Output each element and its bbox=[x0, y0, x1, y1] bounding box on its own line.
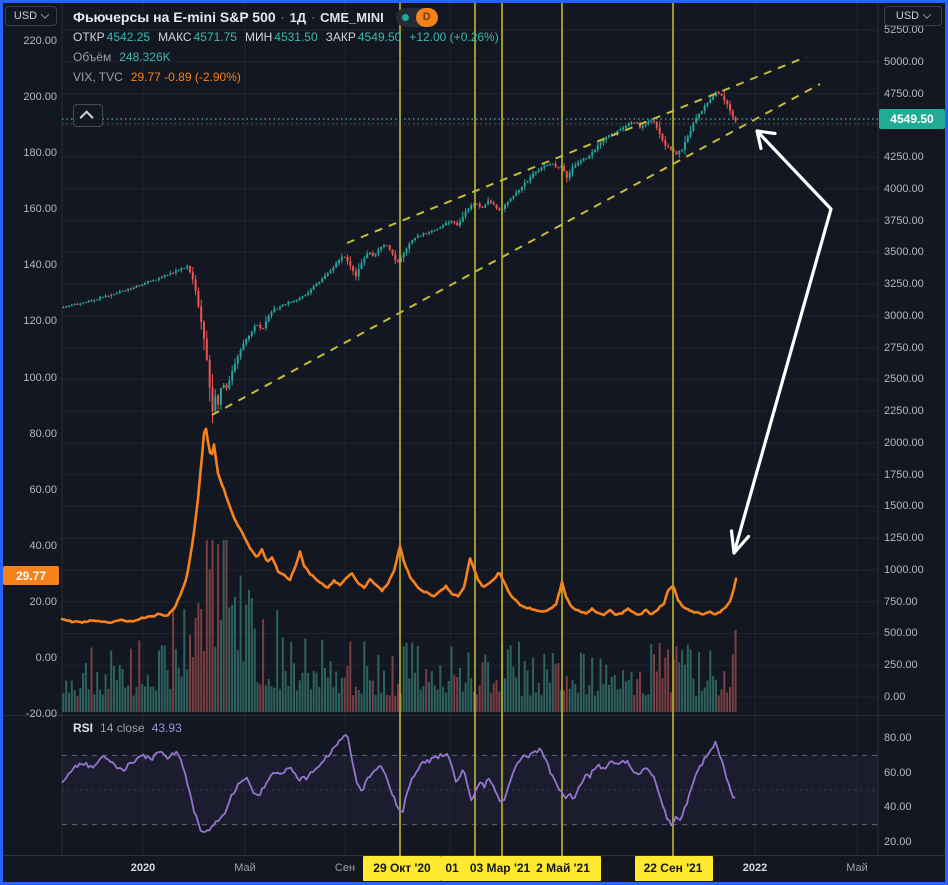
right-axis-tick: 0.00 bbox=[884, 691, 906, 703]
chevron-up-icon bbox=[79, 109, 94, 124]
time-axis-label: Сен bbox=[334, 862, 356, 874]
time-axis-label: Май bbox=[846, 862, 868, 874]
right-axis-tick: 3250.00 bbox=[884, 278, 924, 291]
low-value: 4531.50 bbox=[274, 30, 318, 44]
high-label: МАКС bbox=[158, 30, 192, 44]
status-dot-icon bbox=[396, 13, 416, 21]
separator: · bbox=[311, 10, 316, 24]
highlighted-date-range bbox=[363, 856, 441, 881]
left-axis-tick: 100.00 bbox=[23, 371, 57, 384]
collapse-pane-button[interactable] bbox=[73, 104, 103, 127]
right-axis-tick: 2250.00 bbox=[884, 405, 924, 418]
vix-value: 29.77 -0.89 (-2.90%) bbox=[130, 70, 241, 84]
ohlc-row[interactable]: ОТКР 4542.25 МАКС 4571.75 МИН 4531.50 ЗА… bbox=[73, 27, 507, 47]
rsi-axis-tick: 60.00 bbox=[884, 766, 912, 779]
right-axis-tick: 4000.00 bbox=[884, 182, 924, 195]
left-axis-tick: 60.00 bbox=[29, 483, 57, 496]
left-axis-tick: 160.00 bbox=[23, 203, 57, 216]
low-label: МИН bbox=[244, 30, 273, 44]
left-axis-tick: 120.00 bbox=[23, 315, 57, 328]
daily-interval-badge: D bbox=[415, 7, 438, 27]
symbol-row[interactable]: Фьючерсы на E-mini S&P 500 · 1Д · CME_MI… bbox=[73, 7, 507, 27]
volume-value: 248.326K bbox=[119, 50, 171, 64]
right-axis-tick: 4750.00 bbox=[884, 87, 924, 100]
close-value: 4549.50 bbox=[357, 30, 402, 44]
volume-label: Объём bbox=[73, 50, 112, 64]
change-value: +12.00 (+0.26%) bbox=[409, 30, 499, 44]
right-axis-tick: 1500.00 bbox=[884, 500, 924, 513]
left-axis-unit-label: USD bbox=[13, 10, 38, 22]
chart-legend: Фьючерсы на E-mini S&P 500 · 1Д · CME_MI… bbox=[73, 7, 507, 87]
right-axis-unit-label: USD bbox=[895, 10, 920, 22]
left-axis-tick: 20.00 bbox=[29, 595, 57, 608]
symbol-title: Фьючерсы на E-mini S&P 500 bbox=[73, 9, 276, 25]
time-axis-label: Май bbox=[234, 862, 256, 874]
vix-row[interactable]: VIX, TVC 29.77 -0.89 (-2.90%) bbox=[73, 67, 507, 87]
highlighted-date-label: 01 bbox=[445, 861, 459, 875]
right-axis-tick: 2500.00 bbox=[884, 373, 924, 386]
exchange-label: CME_MINI bbox=[320, 9, 384, 25]
left-axis-tick: 40.00 bbox=[29, 539, 57, 552]
highlighted-date-label: 2 Май '21 bbox=[536, 861, 590, 875]
right-axis-tick: 1750.00 bbox=[884, 468, 924, 481]
chevron-down-icon bbox=[40, 10, 50, 19]
left-axis-tick: -20.00 bbox=[25, 708, 57, 721]
right-axis-currency-dropdown[interactable]: USD bbox=[884, 6, 942, 26]
left-axis-tick: 180.00 bbox=[23, 147, 57, 160]
highlighted-date-label: 03 Мар '21 bbox=[469, 861, 531, 875]
rsi-axis-tick: 80.00 bbox=[884, 732, 912, 744]
left-axis-tick: 200.00 bbox=[23, 91, 57, 103]
right-axis-tick: 1250.00 bbox=[884, 532, 924, 545]
highlighted-date-range bbox=[441, 856, 601, 881]
highlighted-date-range bbox=[635, 856, 713, 881]
left-axis-tick: 220.00 bbox=[23, 34, 57, 47]
right-axis-tick: 500.00 bbox=[884, 627, 918, 640]
interval-label: 1Д bbox=[289, 9, 307, 25]
left-axis-tick: 0.00 bbox=[35, 652, 57, 664]
rsi-name: RSI bbox=[73, 721, 94, 735]
right-axis-tick: 250.00 bbox=[884, 659, 918, 672]
vix-symbol-label: VIX, TVC bbox=[73, 70, 123, 84]
right-axis-tick: 3000.00 bbox=[884, 309, 924, 322]
vix-price-tag: 29.77 bbox=[3, 566, 59, 585]
highlighted-date-label: 22 Сен '21 bbox=[643, 861, 703, 875]
right-axis-tick: 2000.00 bbox=[884, 436, 924, 449]
open-value: 4542.25 bbox=[106, 30, 151, 44]
time-axis-label: 2020 bbox=[130, 862, 156, 874]
right-axis-tick: 4250.00 bbox=[884, 151, 924, 164]
left-axis-tick: 80.00 bbox=[29, 427, 57, 440]
highlighted-date-label: 29 Окт '20 bbox=[373, 861, 431, 875]
interval-badge[interactable]: D bbox=[395, 7, 438, 27]
volume-row[interactable]: Объём 248.326K bbox=[73, 47, 507, 67]
rsi-axis-tick: 40.00 bbox=[884, 801, 912, 814]
high-value: 4571.75 bbox=[193, 30, 237, 44]
right-axis-tick: 1000.00 bbox=[884, 563, 924, 576]
right-axis-tick: 750.00 bbox=[884, 595, 918, 608]
rsi-legend[interactable]: RSI 14 close 43.93 bbox=[73, 721, 182, 735]
rsi-value: 43.93 bbox=[151, 721, 182, 735]
current-price-tag: 4549.50 bbox=[879, 109, 945, 129]
rsi-axis-tick: 20.00 bbox=[884, 836, 912, 848]
open-label: ОТКР bbox=[73, 30, 105, 44]
rsi-params: 14 close bbox=[100, 721, 145, 735]
right-axis-tick: 3750.00 bbox=[884, 214, 924, 227]
right-axis-tick: 5250.00 bbox=[884, 23, 924, 36]
time-axis-label: 2022 bbox=[742, 862, 768, 874]
right-axis-tick: 2750.00 bbox=[884, 341, 924, 354]
left-axis-currency-dropdown[interactable]: USD bbox=[5, 6, 57, 26]
right-axis-tick: 5000.00 bbox=[884, 55, 924, 68]
right-axis-tick: 3500.00 bbox=[884, 246, 924, 259]
separator: · bbox=[280, 10, 285, 24]
close-label: ЗАКР bbox=[325, 30, 356, 44]
left-axis-tick: 140.00 bbox=[23, 259, 57, 272]
chevron-down-icon bbox=[922, 10, 932, 19]
